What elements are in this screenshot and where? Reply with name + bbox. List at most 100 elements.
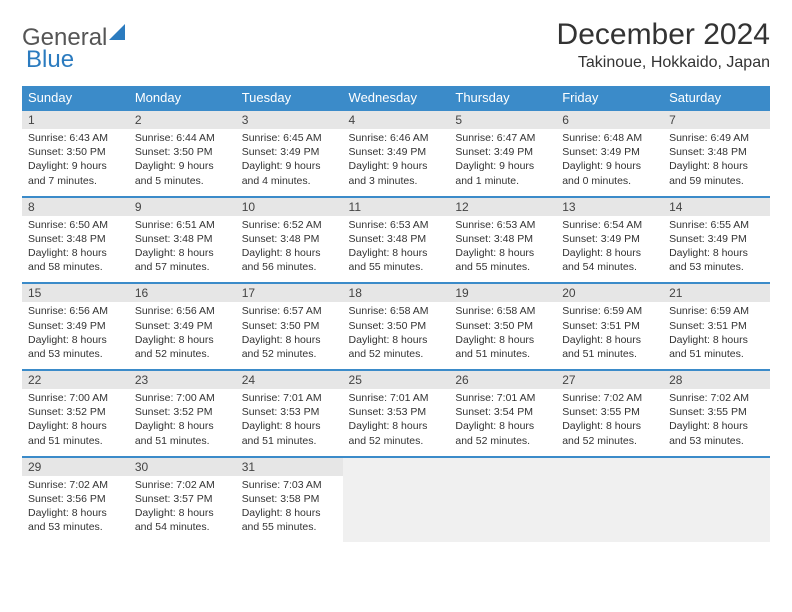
day-number-cell: 31 — [236, 457, 343, 476]
sunrise-line: Sunrise: 7:02 AM — [135, 478, 230, 492]
sunset-line: Sunset: 3:51 PM — [562, 319, 657, 333]
day-cell: Sunrise: 6:51 AMSunset: 3:48 PMDaylight:… — [129, 216, 236, 284]
day-cell: Sunrise: 6:44 AMSunset: 3:50 PMDaylight:… — [129, 129, 236, 197]
sunrise-line: Sunrise: 7:00 AM — [28, 391, 123, 405]
calendar-table: Sunday Monday Tuesday Wednesday Thursday… — [22, 86, 770, 542]
sunrise-line: Sunrise: 6:51 AM — [135, 218, 230, 232]
day-cell: Sunrise: 6:58 AMSunset: 3:50 PMDaylight:… — [343, 302, 450, 370]
sunset-line: Sunset: 3:55 PM — [562, 405, 657, 419]
daylight-line: Daylight: 8 hours and 52 minutes. — [562, 419, 657, 447]
day-number-cell: 26 — [449, 370, 556, 389]
day-number-cell: 3 — [236, 110, 343, 129]
sunrise-line: Sunrise: 6:53 AM — [455, 218, 550, 232]
sunset-line: Sunset: 3:52 PM — [135, 405, 230, 419]
sunrise-line: Sunrise: 6:44 AM — [135, 131, 230, 145]
sunrise-line: Sunrise: 7:01 AM — [349, 391, 444, 405]
dayhead-sun: Sunday — [22, 86, 129, 110]
sunset-line: Sunset: 3:48 PM — [455, 232, 550, 246]
sunset-line: Sunset: 3:48 PM — [669, 145, 764, 159]
sunset-line: Sunset: 3:48 PM — [349, 232, 444, 246]
sunset-line: Sunset: 3:49 PM — [349, 145, 444, 159]
sunrise-line: Sunrise: 6:59 AM — [669, 304, 764, 318]
day-number-cell: 14 — [663, 197, 770, 216]
day-number-cell: 1 — [22, 110, 129, 129]
day-number-cell — [343, 457, 450, 476]
sunset-line: Sunset: 3:50 PM — [135, 145, 230, 159]
day-number-cell: 4 — [343, 110, 450, 129]
sunrise-line: Sunrise: 6:58 AM — [349, 304, 444, 318]
sunset-line: Sunset: 3:56 PM — [28, 492, 123, 506]
sunrise-line: Sunrise: 6:50 AM — [28, 218, 123, 232]
daylight-line: Daylight: 8 hours and 51 minutes. — [28, 419, 123, 447]
sunset-line: Sunset: 3:49 PM — [562, 145, 657, 159]
daylight-line: Daylight: 8 hours and 52 minutes. — [455, 419, 550, 447]
daylight-line: Daylight: 8 hours and 58 minutes. — [28, 246, 123, 274]
sunrise-line: Sunrise: 7:01 AM — [455, 391, 550, 405]
sunset-line: Sunset: 3:48 PM — [28, 232, 123, 246]
sunrise-line: Sunrise: 6:55 AM — [669, 218, 764, 232]
dayhead-sat: Saturday — [663, 86, 770, 110]
daylight-line: Daylight: 8 hours and 53 minutes. — [669, 419, 764, 447]
day-number-cell — [663, 457, 770, 476]
daylight-line: Daylight: 8 hours and 51 minutes. — [135, 419, 230, 447]
daylight-line: Daylight: 8 hours and 52 minutes. — [349, 333, 444, 361]
daylight-line: Daylight: 8 hours and 54 minutes. — [135, 506, 230, 534]
day-cell: Sunrise: 6:48 AMSunset: 3:49 PMDaylight:… — [556, 129, 663, 197]
day-cell: Sunrise: 6:52 AMSunset: 3:48 PMDaylight:… — [236, 216, 343, 284]
day-number-cell: 28 — [663, 370, 770, 389]
sunset-line: Sunset: 3:50 PM — [349, 319, 444, 333]
day-number-cell: 22 — [22, 370, 129, 389]
dayhead-wed: Wednesday — [343, 86, 450, 110]
sunrise-line: Sunrise: 6:43 AM — [28, 131, 123, 145]
day-cell: Sunrise: 6:55 AMSunset: 3:49 PMDaylight:… — [663, 216, 770, 284]
sunrise-line: Sunrise: 6:58 AM — [455, 304, 550, 318]
day-number-cell: 27 — [556, 370, 663, 389]
week-row: Sunrise: 6:56 AMSunset: 3:49 PMDaylight:… — [22, 302, 770, 370]
day-number-row: 22232425262728 — [22, 370, 770, 389]
day-cell: Sunrise: 7:03 AMSunset: 3:58 PMDaylight:… — [236, 476, 343, 543]
logo-sail-icon — [109, 24, 129, 40]
day-number-cell: 21 — [663, 283, 770, 302]
sunrise-line: Sunrise: 7:02 AM — [28, 478, 123, 492]
daylight-line: Daylight: 9 hours and 5 minutes. — [135, 159, 230, 187]
daylight-line: Daylight: 8 hours and 54 minutes. — [562, 246, 657, 274]
day-cell: Sunrise: 7:01 AMSunset: 3:53 PMDaylight:… — [343, 389, 450, 457]
sunset-line: Sunset: 3:51 PM — [669, 319, 764, 333]
day-cell: Sunrise: 6:50 AMSunset: 3:48 PMDaylight:… — [22, 216, 129, 284]
day-number-row: 15161718192021 — [22, 283, 770, 302]
day-number-cell: 29 — [22, 457, 129, 476]
daylight-line: Daylight: 9 hours and 7 minutes. — [28, 159, 123, 187]
title-block: December 2024 Takinoue, Hokkaido, Japan — [557, 18, 770, 72]
day-number-cell: 11 — [343, 197, 450, 216]
day-cell: Sunrise: 6:56 AMSunset: 3:49 PMDaylight:… — [22, 302, 129, 370]
sunrise-line: Sunrise: 6:48 AM — [562, 131, 657, 145]
daylight-line: Daylight: 9 hours and 0 minutes. — [562, 159, 657, 187]
day-number-row: 293031 — [22, 457, 770, 476]
day-number-cell: 7 — [663, 110, 770, 129]
day-cell: Sunrise: 7:01 AMSunset: 3:54 PMDaylight:… — [449, 389, 556, 457]
sunrise-line: Sunrise: 7:02 AM — [562, 391, 657, 405]
sunset-line: Sunset: 3:50 PM — [28, 145, 123, 159]
sunrise-line: Sunrise: 6:56 AM — [28, 304, 123, 318]
sunset-line: Sunset: 3:53 PM — [242, 405, 337, 419]
day-cell: Sunrise: 6:59 AMSunset: 3:51 PMDaylight:… — [556, 302, 663, 370]
month-title: December 2024 — [557, 18, 770, 52]
day-cell: Sunrise: 6:53 AMSunset: 3:48 PMDaylight:… — [449, 216, 556, 284]
day-number-cell: 5 — [449, 110, 556, 129]
day-number-cell: 10 — [236, 197, 343, 216]
day-cell: Sunrise: 6:59 AMSunset: 3:51 PMDaylight:… — [663, 302, 770, 370]
calendar-body: 1234567Sunrise: 6:43 AMSunset: 3:50 PMDa… — [22, 110, 770, 542]
day-number-cell: 6 — [556, 110, 663, 129]
day-number-cell: 30 — [129, 457, 236, 476]
daylight-line: Daylight: 8 hours and 51 minutes. — [562, 333, 657, 361]
day-number-cell: 2 — [129, 110, 236, 129]
sunset-line: Sunset: 3:50 PM — [242, 319, 337, 333]
day-number-cell — [449, 457, 556, 476]
sunset-line: Sunset: 3:53 PM — [349, 405, 444, 419]
dayhead-mon: Monday — [129, 86, 236, 110]
day-cell — [556, 476, 663, 543]
sunrise-line: Sunrise: 6:46 AM — [349, 131, 444, 145]
sunrise-line: Sunrise: 6:45 AM — [242, 131, 337, 145]
sunset-line: Sunset: 3:58 PM — [242, 492, 337, 506]
daylight-line: Daylight: 8 hours and 52 minutes. — [135, 333, 230, 361]
